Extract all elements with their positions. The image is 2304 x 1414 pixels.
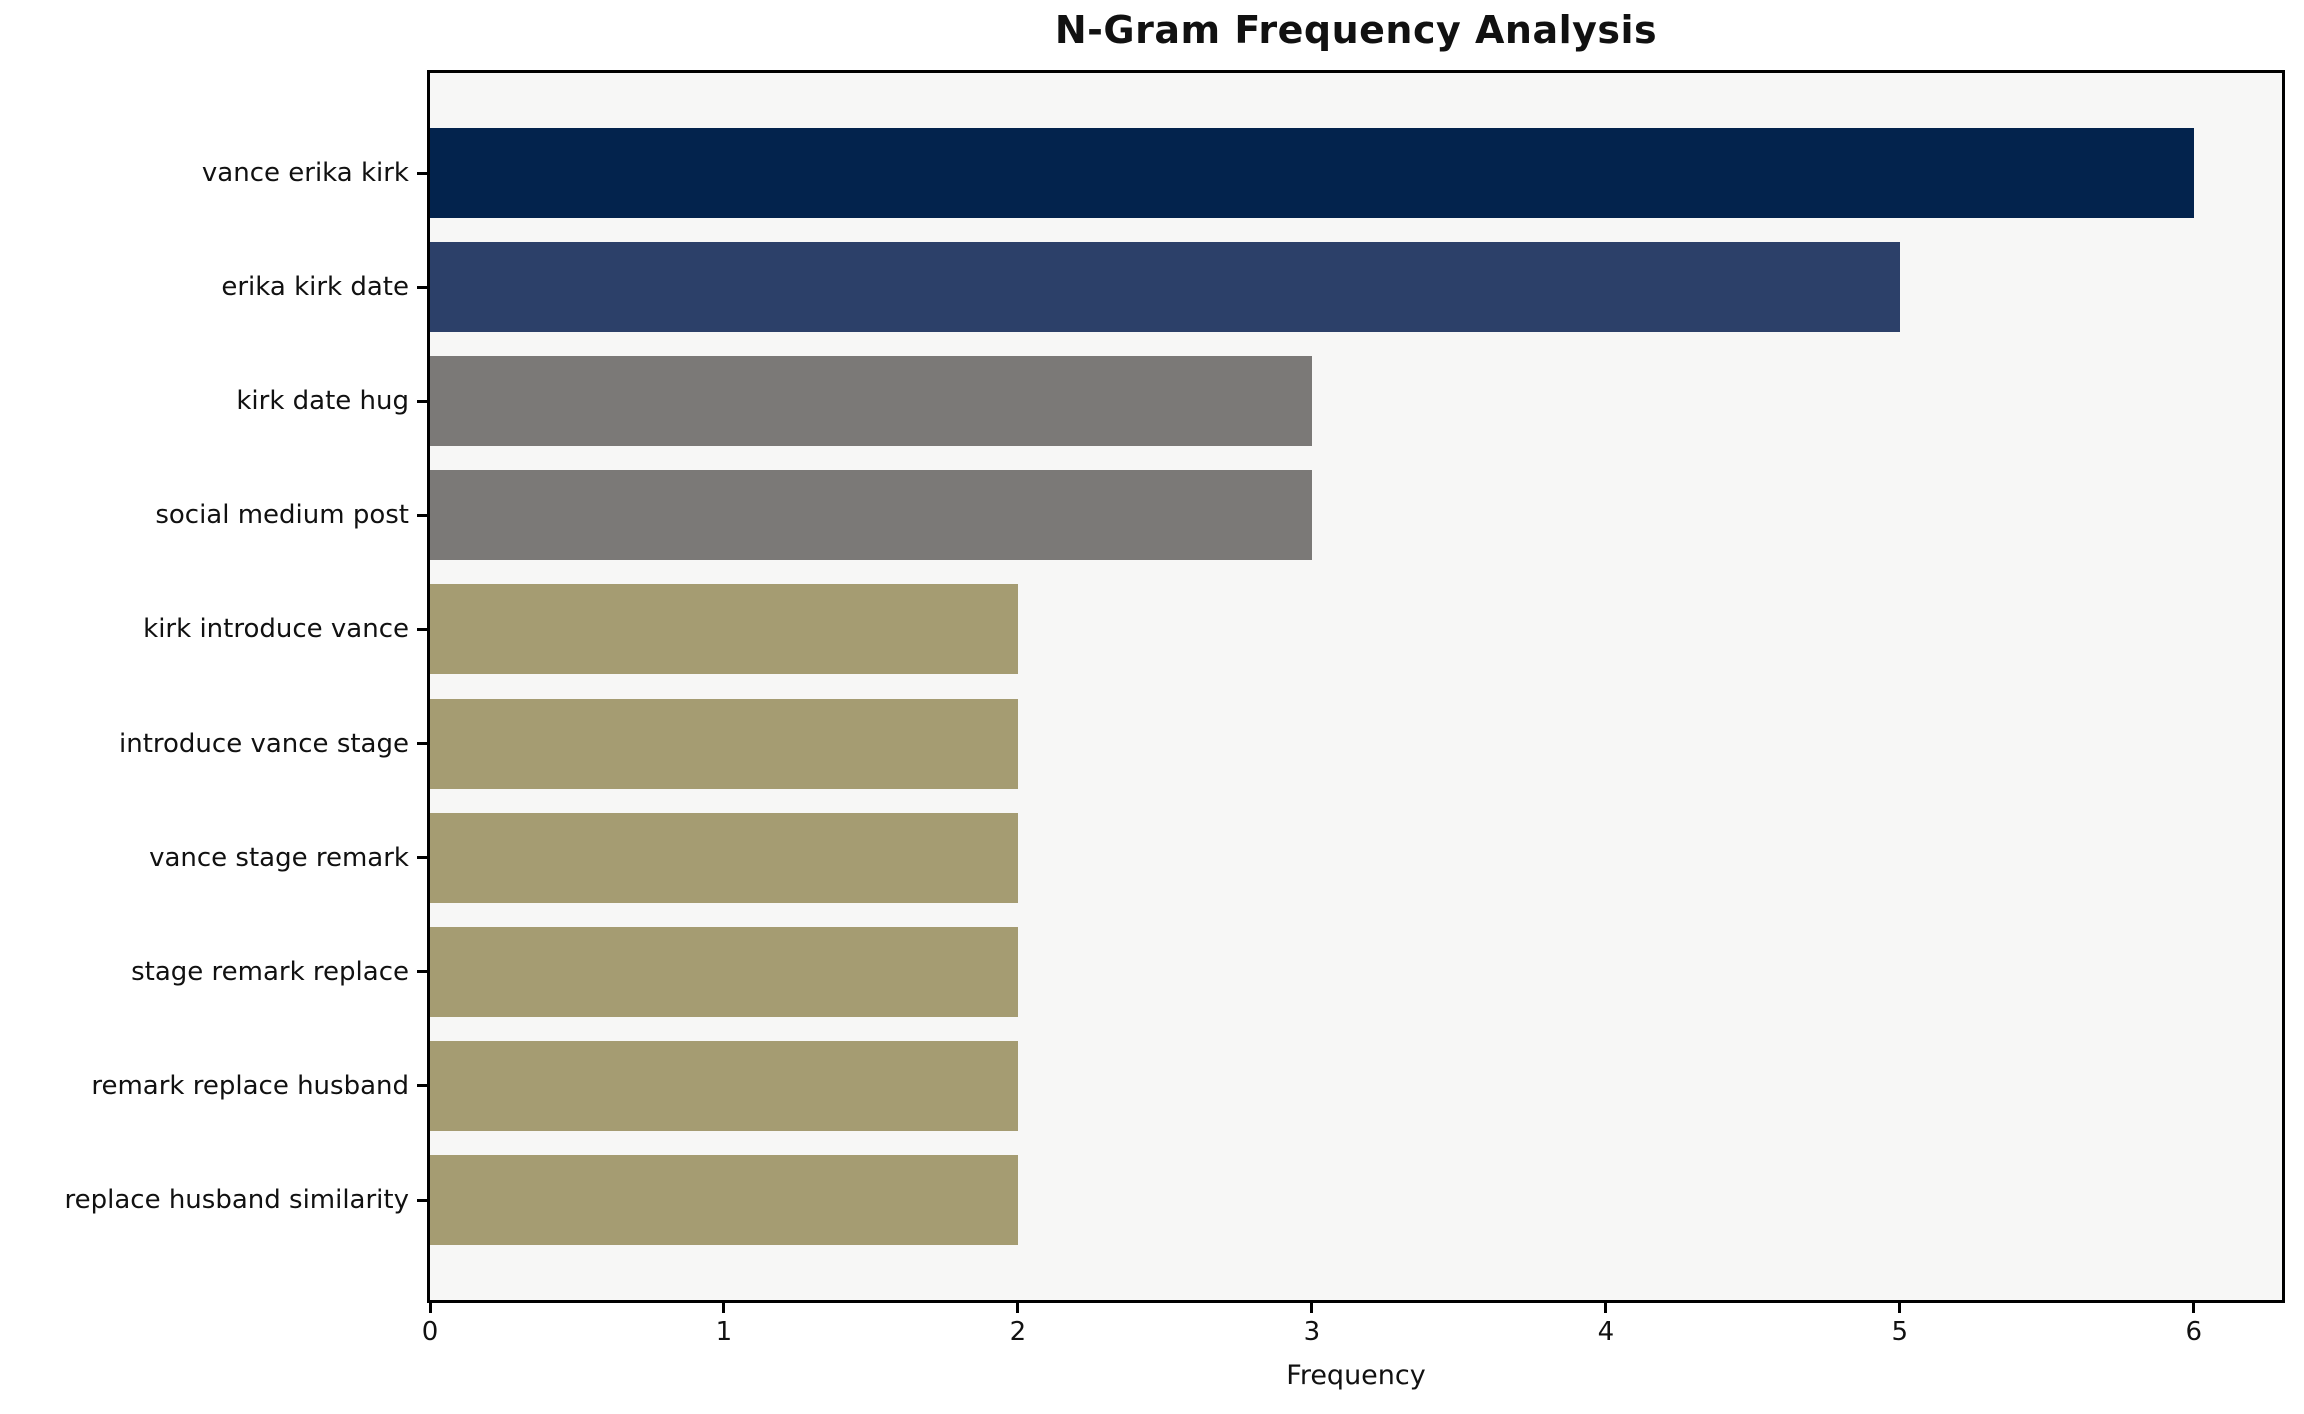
y-tick-mark xyxy=(417,627,427,631)
y-tick-mark xyxy=(417,399,427,403)
y-tick-label: introduce vance stage xyxy=(119,728,409,759)
bar xyxy=(430,812,1018,903)
x-tick-label: 3 xyxy=(1303,1317,1321,1347)
bar xyxy=(430,1040,1018,1131)
y-tick-label: kirk introduce vance xyxy=(143,614,409,645)
x-axis-label: Frequency xyxy=(1286,1360,1426,1391)
y-tick-mark xyxy=(417,856,427,860)
x-tick-label: 5 xyxy=(1891,1317,1909,1347)
y-tick-mark xyxy=(417,1198,427,1202)
x-tick-label: 1 xyxy=(715,1317,733,1347)
bar xyxy=(430,1155,1018,1245)
y-tick-label: stage remark replace xyxy=(131,956,409,987)
bar xyxy=(430,128,2194,218)
y-tick-label: kirk date hug xyxy=(236,386,409,417)
y-tick-mark xyxy=(417,1084,427,1088)
y-tick-label: vance stage remark xyxy=(149,842,409,873)
bar xyxy=(430,926,1018,1017)
x-tick-label: 4 xyxy=(1597,1317,1615,1347)
y-tick-label: replace husband similarity xyxy=(64,1185,410,1215)
y-tick-label: remark replace husband xyxy=(91,1070,409,1101)
chart-title: N-Gram Frequency Analysis xyxy=(1054,8,1658,52)
y-tick-label: social medium post xyxy=(155,500,409,531)
x-axis-tick-labels: 0 1 2 3 4 5 6 xyxy=(422,1317,2282,1351)
y-tick-label: erika kirk date xyxy=(221,272,409,303)
x-tick-mark xyxy=(1898,1303,1902,1313)
x-tick-label: 2 xyxy=(1009,1317,1027,1347)
y-tick-label: vance erika kirk xyxy=(201,158,409,188)
x-axis-ticks xyxy=(428,1303,2282,1313)
bar xyxy=(430,584,1018,675)
y-tick-mark xyxy=(417,171,427,175)
x-tick-label: 6 xyxy=(2185,1317,2203,1347)
x-tick-mark xyxy=(1016,1303,1020,1313)
y-axis-ticks xyxy=(417,73,427,1300)
x-tick-mark xyxy=(722,1303,726,1313)
y-tick-mark xyxy=(417,970,427,974)
bar xyxy=(430,356,1312,447)
y-tick-mark xyxy=(417,513,427,517)
x-tick-label: 0 xyxy=(421,1317,439,1347)
y-tick-mark xyxy=(417,742,427,746)
x-tick-mark xyxy=(428,1303,432,1313)
x-tick-mark xyxy=(2192,1303,2196,1313)
bar xyxy=(430,698,1018,789)
y-tick-mark xyxy=(417,285,427,289)
bar xyxy=(430,242,1900,333)
plot-area xyxy=(427,70,2285,1303)
y-axis-labels: vance erika kirk erika kirk date kirk date… xyxy=(0,73,410,1300)
x-tick-mark xyxy=(1310,1303,1314,1313)
bar xyxy=(430,470,1312,561)
x-tick-mark xyxy=(1604,1303,1608,1313)
